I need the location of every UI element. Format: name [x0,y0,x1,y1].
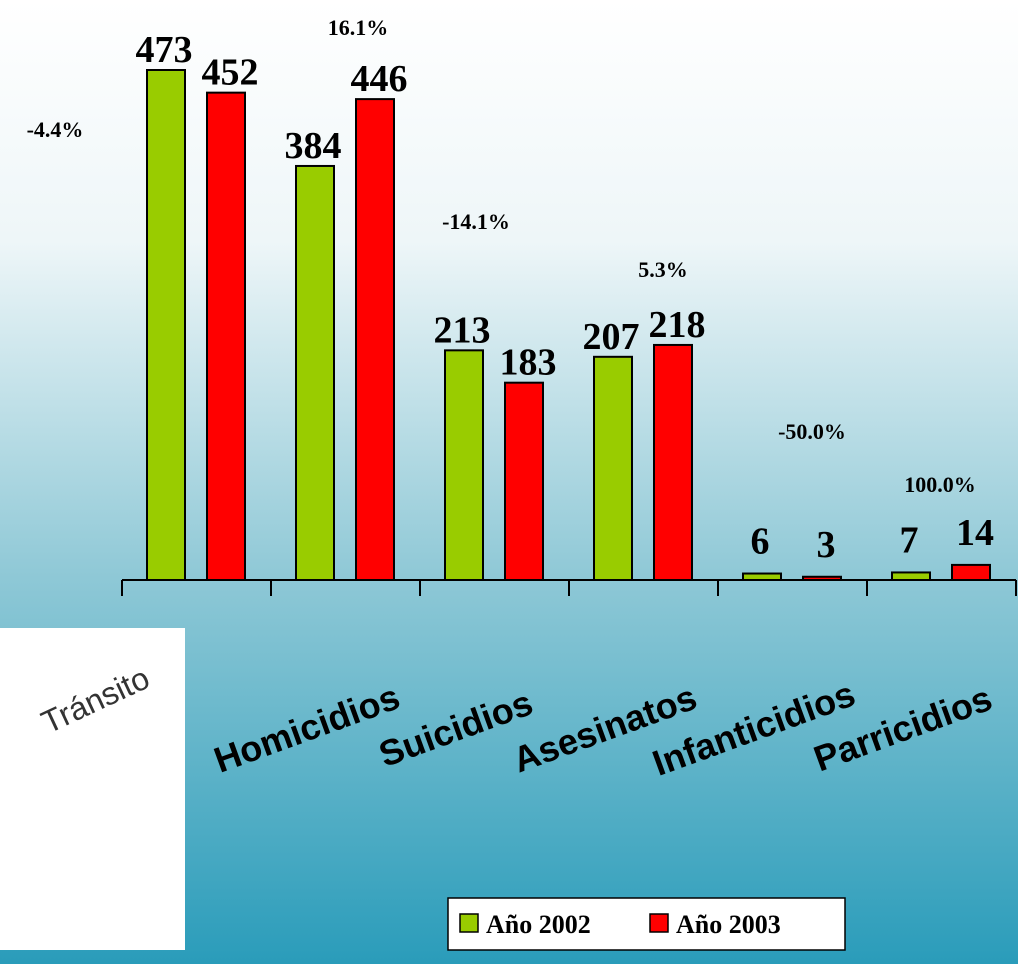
legend-label: Año 2003 [676,910,781,939]
change-label: 16.1% [328,15,389,40]
bar [146,69,186,581]
value-label: 473 [136,29,193,71]
change-label: 100.0% [904,472,976,497]
bar [444,349,484,581]
value-label: 6 [751,521,770,563]
legend-swatch [459,913,479,933]
change-label: 5.3% [638,257,688,282]
change-label: -50.0% [778,419,846,444]
bar [951,563,991,581]
value-label: 207 [583,316,640,358]
bar [653,343,693,581]
value-label: 7 [900,519,919,561]
label-box [0,628,185,950]
change-label: -4.4% [27,117,84,142]
bar [295,164,335,581]
change-label: -14.1% [442,209,510,234]
legend-swatch [649,913,669,933]
bar [802,575,842,581]
value-label: 213 [434,309,491,351]
legend-label: Año 2002 [486,910,591,939]
bar [891,571,931,582]
bar [206,91,246,582]
value-label: 3 [817,524,836,566]
legend-box [447,897,846,951]
bar [504,381,544,582]
value-label: 218 [649,304,706,346]
value-label: 452 [202,52,259,94]
value-label: 446 [351,58,408,100]
bar [593,355,633,581]
value-label: 384 [285,125,342,167]
bar [355,98,395,581]
value-label: 183 [500,342,557,384]
value-label: 14 [956,512,994,554]
bar [742,572,782,581]
